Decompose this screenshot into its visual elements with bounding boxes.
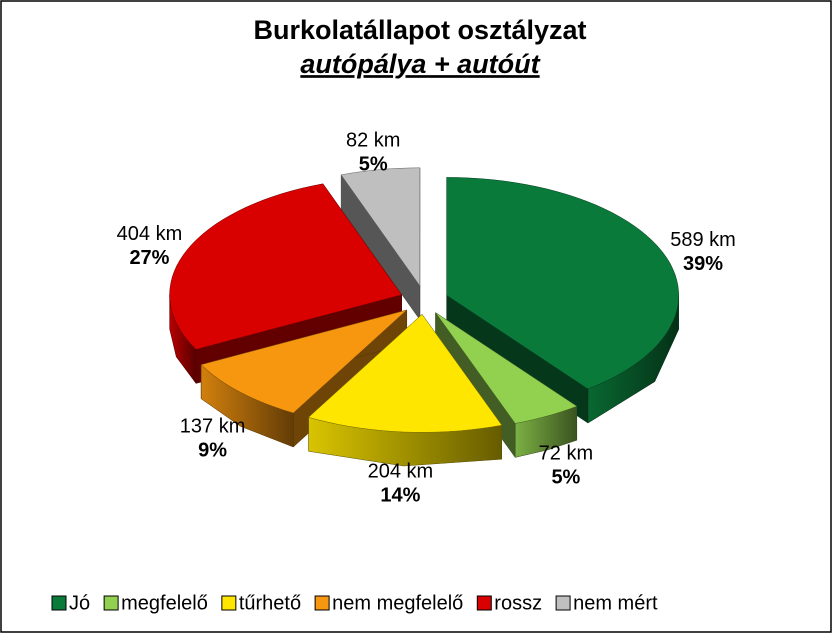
data-label: 14% (380, 485, 420, 507)
slice-top (169, 183, 403, 350)
data-label: 204 km (368, 461, 434, 483)
legend-label: Jó (69, 592, 90, 614)
chart-title: Burkolatállapot osztályzat (253, 15, 586, 45)
slice-top (340, 167, 421, 287)
data-label: 137 km (180, 416, 246, 438)
legend-swatch (555, 595, 571, 611)
slice (307, 313, 503, 467)
data-label: 404 km (117, 223, 183, 245)
chart-subtitle: autópálya + autóút (300, 49, 540, 79)
legend-swatch (103, 595, 119, 611)
data-label: 39% (683, 253, 723, 275)
legend-swatch (476, 595, 492, 611)
data-label: 82 km (346, 130, 400, 152)
legend-swatch (51, 595, 67, 611)
legend-label: rossz (494, 592, 542, 614)
data-label: 589 km (670, 229, 736, 251)
slice-top (435, 312, 578, 424)
legend-swatch (314, 595, 330, 611)
legend: Jó megfelelő tűrhető nem megfelelő rossz nem … (51, 592, 658, 614)
data-label: 72 km (539, 443, 593, 465)
legend-label: tűrhető (239, 592, 301, 614)
slice-top (200, 309, 407, 414)
legend-label: nem mért (573, 592, 658, 614)
slice (340, 167, 421, 321)
slice-top (308, 313, 503, 433)
data-label: 27% (129, 247, 169, 269)
data-label: 5% (359, 154, 388, 176)
legend-label: nem megfelelő (332, 592, 463, 614)
data-label: 9% (198, 440, 227, 462)
data-label: 5% (551, 467, 580, 489)
slice-top (446, 176, 679, 390)
legend-swatch (221, 595, 237, 611)
legend-label: megfelelő (121, 592, 208, 614)
